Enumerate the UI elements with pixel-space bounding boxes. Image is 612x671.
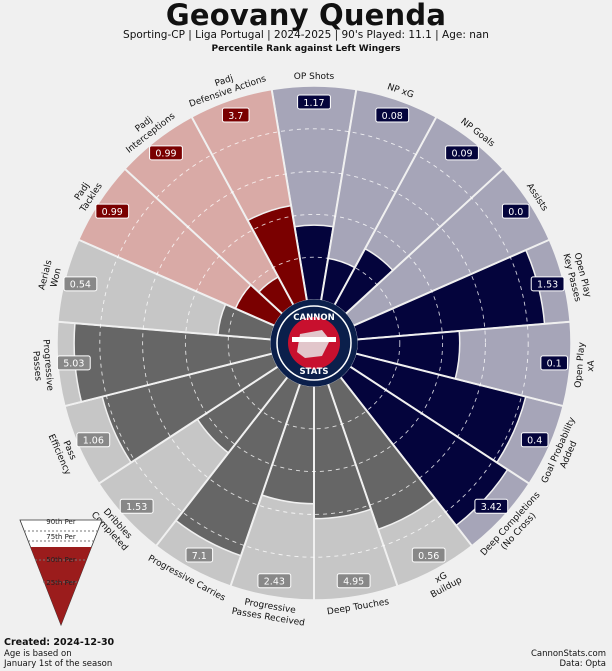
slice-divider	[190, 116, 295, 306]
value-text-pass-efficiency: 1.06	[83, 436, 104, 447]
value-label-padj-interceptions: 0.99	[149, 145, 183, 161]
slice-divider	[352, 238, 550, 327]
site-credit: CannonStats.com	[530, 649, 606, 659]
value-label-open-play-key-passes: 1.53	[530, 276, 565, 292]
legend-label-50: 50th Per	[46, 556, 76, 564]
legend-label-25: 25th Per	[46, 579, 76, 587]
value-text-progressive-carries: 7.1	[192, 551, 207, 562]
slices-layer	[56, 85, 572, 601]
page-title: Geovany Quenda	[165, 0, 447, 32]
legend-label-90: 90th Per	[46, 518, 76, 526]
chart-title: Percentile Rank against Left Wingers	[211, 44, 401, 54]
value-text-assists: 0.0	[508, 207, 523, 218]
value-label-deep-touches: 4.95	[336, 573, 371, 589]
value-label-open-play-xa: 0.1	[540, 355, 568, 371]
age-note-line-2: January 1st of the season	[4, 659, 113, 669]
slice-divider	[270, 89, 308, 301]
value-label-aerials-won: 0.54	[63, 276, 98, 292]
legend-label-75: 75th Per	[46, 533, 76, 541]
value-label-goal-probability-added: 0.4	[520, 432, 549, 448]
value-label-progressive-carries: 7.1	[185, 547, 214, 563]
slice-divider	[349, 365, 530, 485]
value-label-np-goals: 0.09	[445, 145, 479, 161]
value-label-progressive-passes-received: 2.43	[257, 573, 292, 589]
value-text-padj-defensive-actions: 3.7	[228, 111, 243, 122]
slice-divider	[64, 352, 273, 408]
age-note-line-1: Age is based on	[4, 649, 72, 659]
slice-divider	[57, 320, 272, 341]
grid-ring	[142, 171, 486, 515]
grid-layer	[57, 89, 571, 600]
slice-divider	[339, 376, 473, 547]
slice-divider	[327, 383, 399, 587]
value-label-pass-efficiency: 1.06	[76, 432, 111, 448]
value-text-padj-interceptions: 0.99	[155, 149, 176, 160]
slice-divider	[355, 352, 564, 408]
subtitle: Sporting-CP | Liga Portugal | 2024-2025 …	[123, 29, 489, 41]
value-text-dribbles-completed: 1.53	[126, 502, 147, 513]
slice-divider	[356, 320, 571, 341]
grid-ring	[99, 128, 529, 558]
value-text-open-play-xa: 0.1	[547, 359, 562, 370]
value-label-progressive-passes: 5.03	[56, 355, 91, 371]
value-label-deep-completions-no-cross: 3.42	[474, 498, 509, 514]
logo-top-text: CANNON	[293, 313, 334, 323]
legend-fill	[30, 547, 92, 625]
value-label-padj-tackles: 0.99	[95, 203, 130, 219]
value-text-np-xg: 0.08	[382, 111, 403, 122]
value-label-dribbles-completed: 1.53	[119, 498, 154, 514]
value-text-deep-completions-no-cross: 3.42	[481, 502, 502, 513]
value-text-open-play-key-passes: 1.53	[537, 280, 558, 291]
value-text-np-goals: 0.09	[451, 149, 472, 160]
percentile-legend: 90th Per 75th Per 50th Per 25th Per	[19, 518, 103, 627]
value-text-goal-probability-added: 0.4	[527, 436, 542, 447]
category-label-progressive-passes-received: ProgressivePasses Received	[231, 596, 307, 629]
slice-divider	[229, 383, 301, 587]
slice-divider	[155, 376, 289, 547]
value-label-padj-defensive-actions: 3.7	[221, 107, 250, 123]
value-text-progressive-passes-received: 2.43	[264, 577, 285, 588]
value-label-xg-buildup: 0.56	[411, 547, 446, 563]
value-label-op-shots: 1.17	[297, 94, 331, 110]
grid-ring	[184, 213, 444, 473]
value-text-aerials-won: 0.54	[70, 280, 91, 291]
logo-bottom-text: STATS	[299, 367, 328, 377]
grid-ring	[227, 256, 401, 430]
value-text-padj-tackles: 0.99	[102, 207, 123, 218]
value-label-assists: 0.0	[501, 203, 530, 219]
value-text-op-shots: 1.17	[303, 98, 324, 109]
slice-divider	[320, 89, 358, 301]
category-label-aerials-won: AerialsWon	[37, 259, 65, 294]
value-text-deep-touches: 4.95	[343, 577, 364, 588]
cannon-stats-logo: CANNON STATS	[270, 299, 358, 387]
category-label-op-shots: OP Shots	[294, 72, 335, 82]
created-date: Created: 2024-12-30	[4, 637, 115, 648]
slice-divider	[333, 116, 438, 306]
slice-divider	[344, 168, 504, 315]
category-label-progressive-passes: ProgressivePasses	[29, 339, 54, 393]
category-label-deep-touches: Deep Touches	[326, 597, 390, 617]
slice-divider	[78, 238, 276, 327]
slice-divider	[98, 365, 279, 485]
slice-divider	[124, 168, 284, 315]
category-label-open-play-xa: Open PlayxA	[574, 341, 599, 389]
data-source: Data: Opta	[559, 659, 607, 669]
value-text-progressive-passes: 5.03	[63, 359, 84, 370]
value-label-np-xg: 0.08	[375, 107, 410, 123]
value-text-xg-buildup: 0.56	[418, 551, 439, 562]
